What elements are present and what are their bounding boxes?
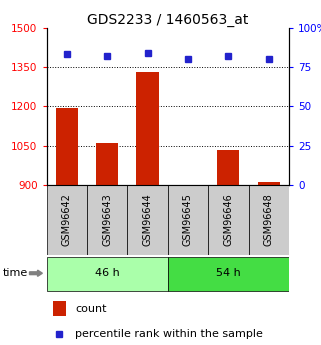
Text: GSM96646: GSM96646 [223, 194, 233, 246]
Text: GSM96644: GSM96644 [143, 194, 152, 246]
Title: GDS2233 / 1460563_at: GDS2233 / 1460563_at [87, 12, 248, 27]
Text: percentile rank within the sample: percentile rank within the sample [75, 328, 263, 338]
Bar [257, 183, 280, 185]
Bar [136, 72, 159, 185]
Text: GSM96648: GSM96648 [264, 194, 274, 246]
FancyBboxPatch shape [47, 185, 87, 255]
Bar [96, 143, 118, 185]
Text: time: time [3, 268, 29, 278]
FancyBboxPatch shape [127, 185, 168, 255]
FancyBboxPatch shape [248, 185, 289, 255]
FancyBboxPatch shape [208, 185, 248, 255]
Bar [217, 150, 239, 185]
Text: GSM96642: GSM96642 [62, 194, 72, 246]
FancyBboxPatch shape [47, 257, 168, 291]
Text: 54 h: 54 h [216, 268, 241, 278]
FancyBboxPatch shape [168, 257, 289, 291]
Text: GSM96643: GSM96643 [102, 194, 112, 246]
FancyBboxPatch shape [87, 185, 127, 255]
Text: GSM96645: GSM96645 [183, 194, 193, 246]
Bar [56, 108, 78, 185]
FancyBboxPatch shape [168, 185, 208, 255]
Text: 46 h: 46 h [95, 268, 119, 278]
Text: count: count [75, 304, 107, 314]
Bar [53, 301, 66, 316]
